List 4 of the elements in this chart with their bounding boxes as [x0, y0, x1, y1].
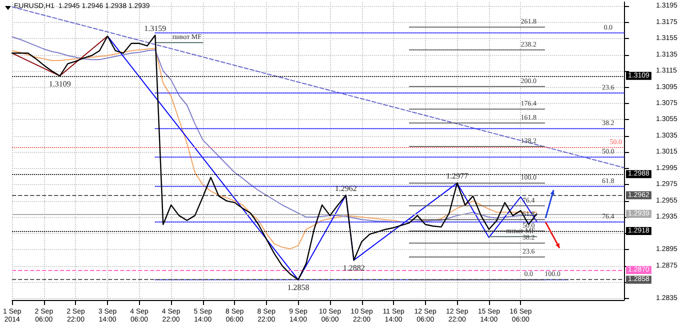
- annotation: 1.3109: [48, 79, 71, 88]
- annotation: 1.2858: [287, 283, 310, 292]
- annotation: 1.3159: [144, 24, 166, 33]
- annotation: 1.2977: [446, 172, 468, 181]
